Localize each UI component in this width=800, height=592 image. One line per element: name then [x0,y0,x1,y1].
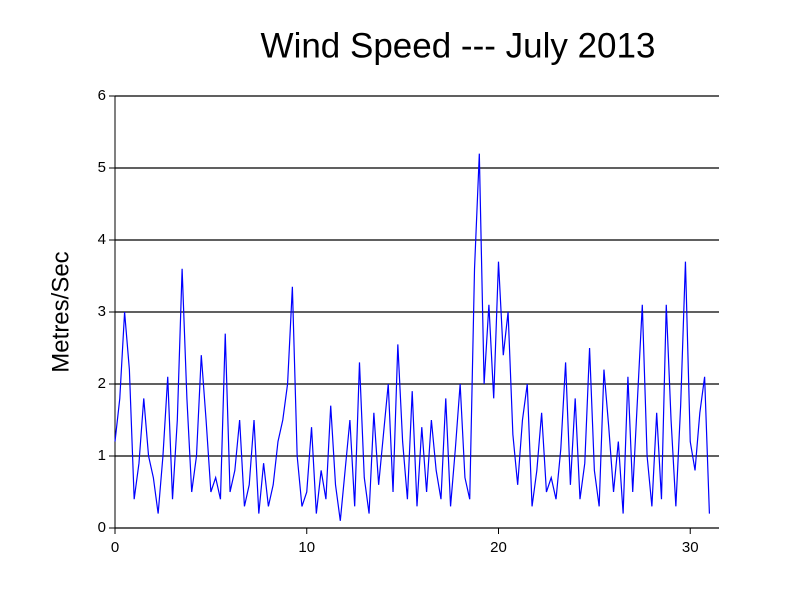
y-tick-label: 2 [98,375,106,392]
line-series [114,153,711,521]
x-tick-label: 30 [682,539,699,556]
y-axis-label: Metres/Sec [47,251,74,372]
y-tick-label: 4 [98,231,106,248]
y-tick-label: 0 [98,519,106,536]
y-tick-label: 1 [98,447,106,464]
x-tick-label: 20 [490,539,507,556]
chart-title: Wind Speed --- July 2013 [261,26,656,65]
y-tick-label: 5 [98,159,106,176]
x-tick-label: 10 [298,539,315,556]
x-tick-label: 0 [111,539,119,556]
y-tick-label: 3 [98,303,106,320]
y-tick-label: 6 [98,87,106,104]
